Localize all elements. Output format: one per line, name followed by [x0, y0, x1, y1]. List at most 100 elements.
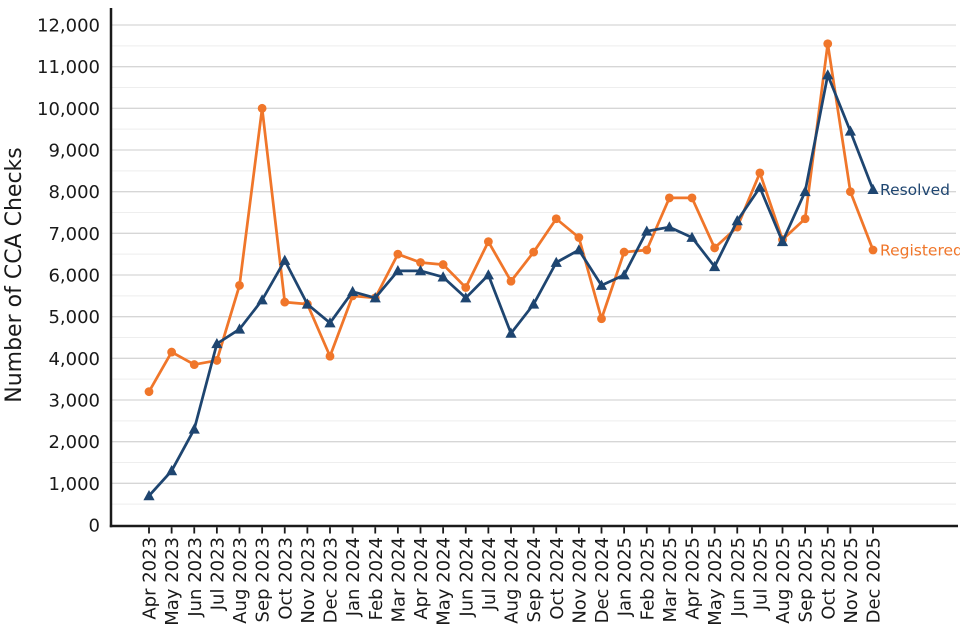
x-tick-label: Aug 2024 [502, 537, 523, 624]
data-point-marker [483, 237, 493, 247]
data-point-marker [482, 269, 494, 280]
data-point-marker [166, 465, 178, 476]
data-point-marker [460, 292, 472, 303]
data-series [143, 39, 879, 501]
data-point-marker [189, 360, 199, 369]
data-point-marker [755, 168, 765, 178]
data-point-marker [235, 281, 244, 290]
data-point-marker [324, 317, 336, 328]
data-point-marker [709, 260, 721, 272]
x-tick-label: Sep 2025 [796, 537, 817, 622]
data-point-marker [211, 337, 223, 349]
data-point-marker [392, 265, 404, 276]
y-tick-label: 5,000 [48, 307, 100, 328]
x-tick-label: Oct 2023 [275, 537, 296, 620]
x-tick-label: Oct 2025 [818, 537, 839, 620]
data-point-marker [505, 327, 517, 338]
data-point-marker [710, 243, 720, 253]
data-point-marker [867, 183, 879, 194]
data-point-marker [416, 258, 425, 267]
data-point-marker [573, 244, 585, 255]
data-point-marker [528, 298, 540, 309]
major-gridlines [112, 24, 956, 484]
data-point-marker [347, 285, 359, 297]
x-tick-label: May 2023 [162, 537, 183, 626]
data-point-marker [188, 423, 200, 434]
x-tick-label: Jan 2025 [615, 537, 636, 617]
y-tick-label: 1,000 [48, 474, 100, 495]
y-tick-label: 12,000 [37, 16, 100, 37]
x-tick-label: Nov 2025 [841, 537, 862, 624]
data-point-marker [822, 69, 834, 80]
data-point-marker [393, 249, 403, 259]
data-point-marker [663, 221, 675, 232]
data-point-marker [461, 283, 471, 292]
y-tick-label: 8,000 [48, 182, 100, 203]
y-axis-tick-labels: 0 1,000 2,000 3,000 4,000 5,000 6,000 7,000 8,00… [37, 16, 100, 537]
data-point-marker [529, 247, 539, 257]
data-point-marker [799, 185, 811, 197]
x-tick-label: Mar 2025 [660, 537, 681, 623]
x-tick-label: Jan 2024 [343, 537, 364, 617]
data-point-marker [143, 490, 155, 501]
series-registered [144, 39, 878, 397]
y-tick-label: 4,000 [48, 349, 100, 370]
x-tick-label: Jul 2023 [207, 537, 228, 611]
y-tick-label: 0 [89, 516, 100, 537]
x-tick-label: Apr 2024 [411, 537, 432, 620]
series-end-labels: Resolved Registered [880, 181, 960, 259]
data-point-marker [597, 314, 606, 324]
x-tick-label: Dec 2024 [592, 537, 613, 623]
y-axis-title: Number of CCA Checks [2, 147, 27, 402]
y-tick-label: 9,000 [48, 141, 100, 162]
data-point-marker [641, 225, 653, 236]
data-point-marker [574, 233, 584, 242]
x-tick-label: Jul 2025 [750, 537, 771, 611]
x-tick-label: Aug 2023 [230, 537, 251, 624]
x-tick-label: Oct 2024 [547, 537, 568, 620]
data-point-marker [776, 235, 789, 247]
x-tick-label: Nov 2023 [298, 537, 319, 624]
y-tick-label: 10,000 [37, 99, 100, 120]
data-point-marker [642, 245, 652, 255]
x-axis-ticks [148, 527, 874, 534]
x-tick-label: Dec 2025 [864, 537, 885, 623]
data-point-marker [325, 351, 335, 361]
data-point-marker [550, 256, 562, 267]
data-point-marker [212, 356, 222, 365]
y-tick-label: 7,000 [48, 224, 100, 245]
x-tick-label: Feb 2025 [637, 537, 658, 620]
data-point-marker [279, 254, 291, 265]
series-resolved [143, 69, 879, 501]
data-point-marker [506, 276, 516, 286]
data-point-marker [868, 245, 878, 255]
x-tick-label: Nov 2024 [569, 537, 590, 624]
data-point-marker [800, 214, 810, 224]
x-tick-label: Apr 2025 [683, 537, 704, 620]
x-tick-label: May 2025 [705, 537, 726, 626]
x-tick-label: May 2024 [434, 537, 455, 626]
data-point-marker [731, 215, 743, 226]
data-point-marker [257, 103, 267, 113]
data-point-marker [619, 247, 629, 257]
x-tick-label: Jun 2023 [185, 537, 206, 618]
data-point-marker [167, 347, 177, 357]
x-tick-label: Sep 2024 [524, 537, 545, 622]
data-point-marker [144, 387, 154, 397]
data-point-marker [233, 323, 246, 334]
x-tick-label: Apr 2023 [140, 537, 161, 620]
x-axis-tick-labels: Apr 2023 May 2023 Jun 2023 Jul 2023 Aug 2023… [140, 537, 885, 626]
series-line-registered [147, 42, 875, 394]
x-tick-label: Dec 2023 [321, 537, 342, 623]
x-tick-label: Jul 2024 [479, 537, 500, 611]
x-tick-label: Mar 2024 [388, 537, 409, 623]
data-point-marker [844, 125, 856, 136]
y-tick-label: 6,000 [48, 266, 100, 287]
data-point-marker [369, 292, 381, 303]
data-point-marker [686, 231, 698, 242]
data-point-marker [823, 39, 833, 49]
x-tick-label: Sep 2023 [253, 537, 274, 622]
data-point-marker [618, 269, 630, 280]
data-point-marker [437, 271, 449, 282]
